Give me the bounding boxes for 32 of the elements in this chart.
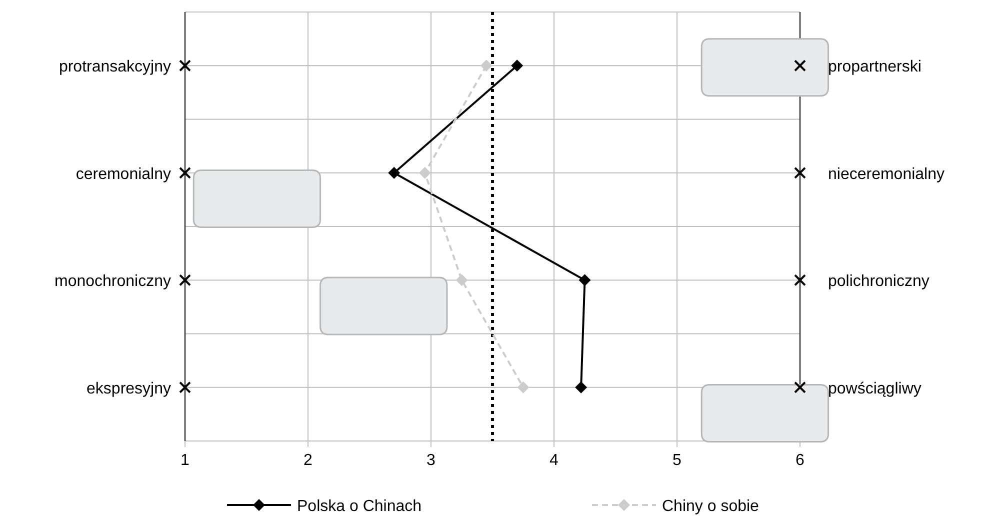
point bbox=[794, 381, 806, 394]
x-tick-label: 1 bbox=[180, 452, 190, 469]
point bbox=[456, 274, 468, 286]
x-tick-label: 4 bbox=[550, 452, 559, 469]
point bbox=[179, 60, 191, 72]
point bbox=[794, 60, 806, 72]
y2-tick-label: polichroniczny bbox=[828, 273, 930, 290]
point bbox=[578, 274, 591, 286]
point bbox=[179, 381, 191, 394]
y2-tick-label: powściągliwy bbox=[828, 380, 922, 398]
x-tick-label: 3 bbox=[426, 452, 436, 469]
point bbox=[179, 274, 191, 286]
legend-label: Chiny o sobie bbox=[662, 498, 760, 515]
point bbox=[388, 166, 400, 179]
y2-tick-label: nieceremonialny bbox=[828, 166, 945, 183]
point bbox=[480, 60, 492, 72]
point bbox=[179, 166, 191, 179]
x-tick-label: 2 bbox=[304, 452, 313, 469]
y2-tick-label: propartnerski bbox=[828, 58, 922, 76]
y-tick-label: ceremonialny bbox=[76, 166, 171, 183]
point bbox=[517, 381, 530, 394]
point bbox=[575, 381, 588, 394]
legend-label: Polska o Chinach bbox=[297, 498, 422, 515]
x-tick-label: 5 bbox=[672, 452, 682, 469]
y-tick-label: monochroniczny bbox=[54, 273, 171, 290]
point bbox=[418, 166, 431, 179]
point bbox=[794, 274, 806, 286]
y-tick-label: protransakcyjny bbox=[58, 58, 171, 76]
x-tick-label: 6 bbox=[796, 452, 805, 469]
y-tick-label: ekspresyjny bbox=[86, 380, 171, 398]
point bbox=[794, 166, 806, 179]
point bbox=[511, 60, 524, 72]
